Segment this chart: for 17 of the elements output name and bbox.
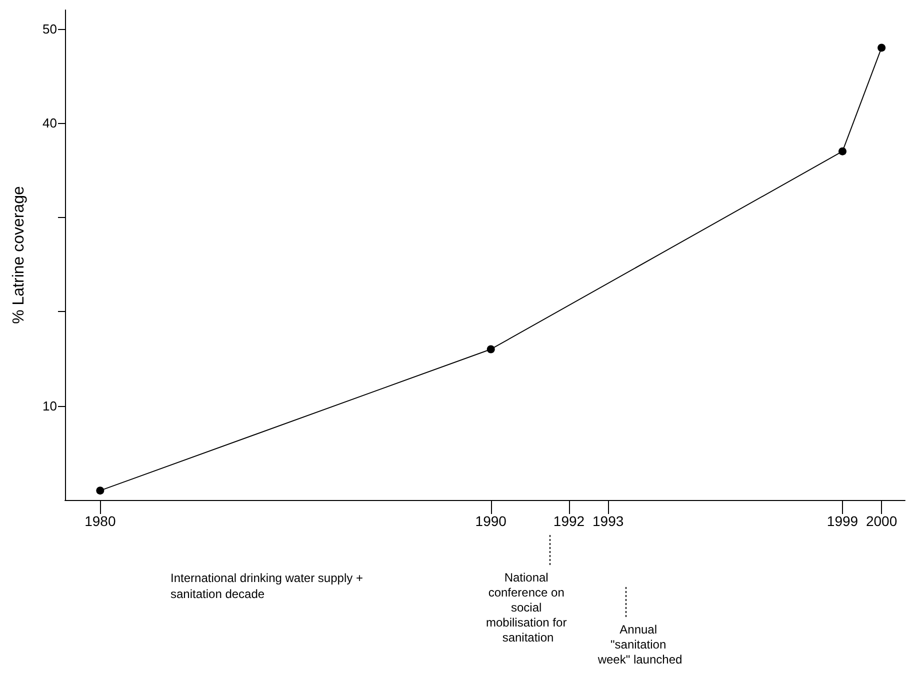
point <box>96 486 104 495</box>
point <box>878 44 886 52</box>
point <box>486 345 495 354</box>
x-tick-label: 1993 <box>592 513 624 529</box>
x-tick-label: 2000 <box>866 513 898 529</box>
text: National conference on social mobilisation for sanitation <box>486 570 570 644</box>
y-tick-label: 10 <box>42 398 57 414</box>
x-tick-label: 1990 <box>475 513 507 529</box>
text: International drinking water supply + sanitation decade <box>170 571 366 601</box>
y-axis-title: % Latrine coverage <box>10 186 28 324</box>
point <box>838 147 846 156</box>
x-tick-label: 1992 <box>553 513 585 529</box>
y-tick-label: 50 <box>42 21 57 36</box>
x-tick-label: 1980 <box>84 513 116 529</box>
x-tick-label: 1999 <box>826 513 858 529</box>
text: Annual "sanitation week" launched <box>596 622 682 666</box>
y-tick-label: 40 <box>42 116 57 131</box>
